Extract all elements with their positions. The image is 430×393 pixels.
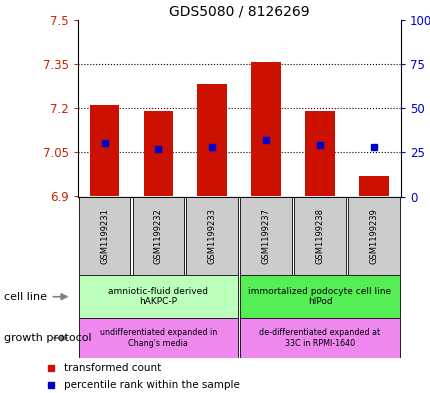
Text: immortalized podocyte cell line
hIPod: immortalized podocyte cell line hIPod bbox=[248, 287, 391, 307]
Text: GSM1199233: GSM1199233 bbox=[207, 208, 216, 264]
Text: de-differentiated expanded at
33C in RPMI-1640: de-differentiated expanded at 33C in RPM… bbox=[259, 328, 380, 348]
Text: GSM1199239: GSM1199239 bbox=[369, 208, 378, 264]
Text: transformed count: transformed count bbox=[64, 362, 161, 373]
Text: GSM1199231: GSM1199231 bbox=[100, 208, 109, 264]
Bar bbox=[251, 62, 280, 196]
Bar bbox=[293, 196, 345, 275]
Bar bbox=[79, 196, 130, 275]
Bar bbox=[240, 275, 399, 318]
Bar bbox=[197, 84, 227, 196]
Text: amniotic-fluid derived
hAKPC-P: amniotic-fluid derived hAKPC-P bbox=[108, 287, 208, 307]
Bar bbox=[89, 105, 119, 196]
Bar bbox=[347, 196, 399, 275]
Bar bbox=[358, 176, 388, 196]
Bar bbox=[240, 318, 399, 358]
Text: GSM1199237: GSM1199237 bbox=[261, 208, 270, 264]
Bar bbox=[186, 196, 237, 275]
Text: percentile rank within the sample: percentile rank within the sample bbox=[64, 380, 239, 390]
Title: GDS5080 / 8126269: GDS5080 / 8126269 bbox=[169, 4, 309, 18]
Bar bbox=[79, 318, 237, 358]
Text: undifferentiated expanded in
Chang's media: undifferentiated expanded in Chang's med… bbox=[99, 328, 217, 348]
Text: cell line: cell line bbox=[4, 292, 47, 302]
Bar bbox=[240, 196, 292, 275]
Bar bbox=[143, 111, 173, 196]
Text: GSM1199238: GSM1199238 bbox=[315, 208, 324, 264]
Bar bbox=[132, 196, 184, 275]
Bar bbox=[304, 111, 334, 196]
Text: GSM1199232: GSM1199232 bbox=[154, 208, 163, 264]
Bar bbox=[79, 275, 237, 318]
Text: growth protocol: growth protocol bbox=[4, 333, 92, 343]
